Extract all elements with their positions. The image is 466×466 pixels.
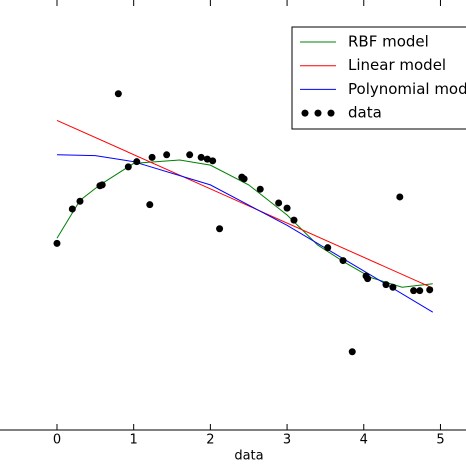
legend-swatch bbox=[327, 109, 335, 117]
data-point bbox=[98, 181, 106, 189]
x-tick-label: 2 bbox=[206, 433, 214, 448]
data-point bbox=[416, 287, 424, 295]
line bbox=[56, 119, 433, 289]
legend-swatch bbox=[314, 109, 322, 117]
data-point bbox=[68, 205, 76, 213]
line bbox=[56, 154, 434, 313]
data-point bbox=[203, 155, 211, 163]
data-point bbox=[426, 286, 434, 294]
data-point bbox=[396, 193, 404, 201]
data-point bbox=[382, 281, 390, 289]
data-point bbox=[209, 157, 217, 165]
x-tick-label: 5 bbox=[436, 433, 444, 448]
legend-swatch bbox=[301, 109, 309, 117]
data-point bbox=[148, 153, 156, 161]
data-point bbox=[146, 201, 154, 209]
data-point bbox=[364, 275, 372, 283]
data-point bbox=[410, 287, 418, 295]
data-point bbox=[256, 185, 264, 193]
x-tick-label: 4 bbox=[360, 433, 368, 448]
data-point bbox=[275, 199, 283, 207]
legend-label: Polynomial model bbox=[348, 80, 466, 98]
legend-label: data bbox=[348, 104, 382, 122]
x-tick-label: 0 bbox=[53, 433, 61, 448]
data-point bbox=[114, 90, 122, 98]
data-point bbox=[53, 239, 61, 247]
data-point bbox=[186, 151, 194, 159]
data-point bbox=[133, 158, 141, 166]
data-point bbox=[197, 153, 205, 161]
data-point bbox=[124, 163, 132, 171]
data-point bbox=[240, 175, 248, 183]
x-tick-label: 1 bbox=[130, 433, 138, 448]
legend-label: RBF model bbox=[348, 33, 429, 51]
data-point bbox=[216, 225, 224, 233]
data-point bbox=[290, 216, 298, 224]
data-point bbox=[348, 348, 356, 356]
data-point bbox=[163, 151, 171, 159]
legend-label: Linear model bbox=[348, 56, 446, 74]
x-tick-label: 3 bbox=[283, 433, 291, 448]
data-point bbox=[389, 283, 397, 291]
data-point bbox=[339, 257, 347, 265]
data-point bbox=[324, 244, 332, 252]
data-point bbox=[283, 204, 291, 212]
x-axis-label: data bbox=[234, 449, 263, 464]
data-point bbox=[76, 197, 84, 205]
